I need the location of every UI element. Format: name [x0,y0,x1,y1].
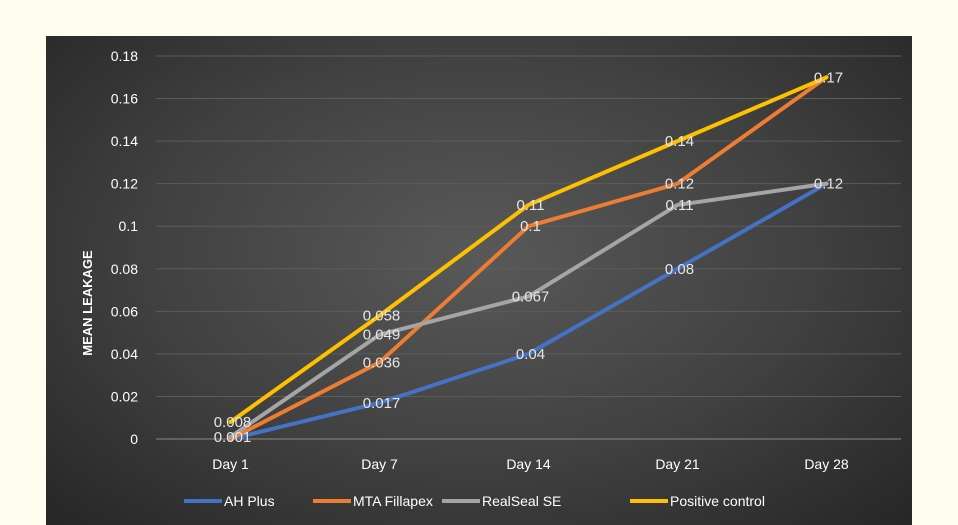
y-tick-label: 0.18 [111,48,138,64]
data-label: 0.001 [214,429,252,446]
data-label: 0.017 [363,395,401,412]
data-label: 0.11 [665,197,693,214]
data-label: 0.11 [516,197,544,214]
x-tick-label: Day 28 [804,456,849,472]
y-tick-label: 0.14 [111,133,138,149]
chart-panel: 0 0.02 0.04 0.06 0.08 0.1 0.12 0.14 0.16 0.18 Day… [46,36,912,525]
data-label: 0.008 [214,414,252,431]
y-axis-title: MEAN LEAKAGE [80,250,95,356]
legend-label: Positive control [670,493,765,509]
data-labels: 0.0170.040.080.120.0360.10.120.170.0010.… [214,69,843,446]
y-tick-label: 0 [130,431,138,447]
data-label: 0.067 [512,288,550,305]
x-tick-label: Day 7 [361,456,398,472]
legend-label: AH Plus [224,493,275,509]
y-tick-label: 0.02 [111,388,138,404]
gridlines [156,55,901,440]
y-tick-label: 0.08 [111,261,138,277]
y-tick-label: 0.16 [111,91,138,107]
data-label: 0.049 [363,327,401,344]
data-label: 0.17 [814,69,843,86]
x-tick-label: Day 1 [212,456,249,472]
data-label: 0.04 [516,346,545,363]
data-label: 0.08 [665,261,694,278]
legend-label: RealSeal SE [482,493,561,509]
data-label: 0.058 [363,308,401,325]
data-label: 0.12 [665,176,694,193]
series-line-mta-fillapex [228,75,829,441]
data-label: 0.1 [520,218,541,235]
x-axis-ticks: Day 1 Day 7 Day 14 Day 21 Day 28 [212,456,849,472]
series-line-positive-control [228,75,829,424]
legend: AH Plus MTA Fillapex RealSeal SE Positive c… [184,493,765,509]
data-label: 0.14 [665,133,694,150]
x-tick-label: Day 21 [655,456,700,472]
y-tick-label: 0.12 [111,176,138,192]
y-axis-ticks: 0 0.02 0.04 0.06 0.08 0.1 0.12 0.14 0.16 0.18 [111,48,138,447]
data-label: 0.036 [363,354,401,371]
line-chart: 0 0.02 0.04 0.06 0.08 0.1 0.12 0.14 0.16 0.18 Day… [80,48,901,509]
x-tick-label: Day 14 [506,456,551,472]
series-lines [228,75,829,441]
legend-label: MTA Fillapex [353,493,433,509]
y-tick-label: 0.06 [111,303,138,319]
series-line-realseal-se [228,181,829,439]
y-tick-label: 0.04 [111,346,138,362]
y-tick-label: 0.1 [119,218,139,234]
series-line-ah-plus [228,181,829,441]
data-label: 0.12 [814,176,843,193]
